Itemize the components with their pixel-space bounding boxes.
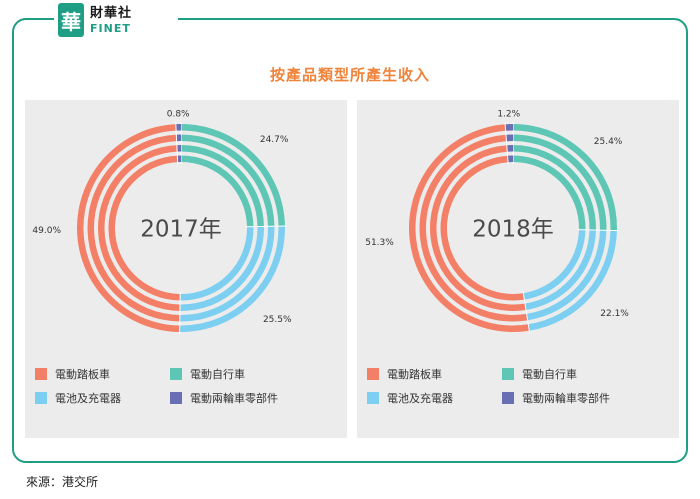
donut-segment-battery [179,226,264,312]
legend-parts: 電動兩輪車零部件 [170,390,278,406]
logo-mark: 華 [58,3,84,37]
value-label-scooter: 51.3% [365,238,394,248]
segment-divider [244,225,287,228]
value-label-bicycle: 25.4% [594,137,623,147]
legend-bicycle: 電動自行車 [502,366,577,382]
donut-segment-parts [507,155,513,163]
value-label-battery: 25.5% [263,315,292,325]
legend-swatch [367,368,379,380]
legend-battery: 電池及充電器 [367,390,453,406]
legend-label: 電動自行車 [190,368,245,381]
donut-segment-battery [523,229,586,300]
segment-divider [576,229,619,232]
donut-segment-bicycle [181,124,285,227]
legend-scooter: 電動踏板車 [35,366,110,382]
legend-label: 電動兩輪車零部件 [190,392,278,405]
donut-segment-bicycle [513,155,586,230]
value-label-parts: 0.8% [167,110,190,120]
value-label-parts: 1.2% [497,110,520,120]
segment-divider [175,122,179,165]
legend-label: 電池及充電器 [387,392,453,405]
legend-label: 電池及充電器 [55,392,121,405]
center-year-label: 2018年 [472,217,554,243]
legend-swatch [367,392,379,404]
donut-segment-parts [176,134,181,142]
donut-segment-bicycle [513,145,596,231]
legend-label: 電動踏板車 [55,368,110,381]
donut-segment-bicycle [181,134,275,227]
value-label-battery: 22.1% [600,309,629,319]
donut-segment-parts [175,124,181,131]
segment-divider [522,291,531,333]
donut-segment-bicycle [181,155,254,227]
legend-label: 電動自行車 [522,368,577,381]
donut-chart-2018: 25.4% 22.1% 51.3% 1.2% 2018年 [365,110,629,333]
legend-swatch [170,392,182,404]
donut-segment-battery [179,226,275,322]
legend-swatch [502,368,514,380]
legend-label: 電動踏板車 [387,368,442,381]
segment-divider [179,291,181,334]
legend-swatch [35,368,47,380]
donut-segment-battery [524,229,596,310]
panel-2018: 25.4% 22.1% 51.3% 1.2% 2018年 電動踏板車 電動自行車 電池及… [357,100,679,438]
donut-segment-parts [506,145,513,152]
legend-bicycle: 電動自行車 [170,366,245,382]
donut-segment-parts [177,155,181,163]
value-label-scooter: 49.0% [32,226,61,236]
value-label-bicycle: 24.7% [260,135,289,145]
donut-segment-battery [526,230,607,321]
legend-parts: 電動兩輪車零部件 [502,390,610,406]
logo-name-zh: 財華社 [90,5,133,21]
center-year-label: 2017年 [140,217,222,243]
legend-swatch [170,368,182,380]
donut-chart-2017: 24.7% 25.5% 49.0% 0.8% 2017年 [32,110,292,334]
legend-scooter: 電動踏板車 [367,366,442,382]
donut-segment-parts [176,145,181,152]
source-note: 來源：港交所 [26,475,99,489]
legend-label: 電動兩輪車零部件 [522,392,610,405]
chart-title: 按產品類型所產生收入 [269,66,430,84]
panel-2017: 24.7% 25.5% 49.0% 0.8% 2017年 電動踏板車 電動自行車 電池及… [25,100,347,438]
legend-swatch [502,392,514,404]
donut-segment-bicycle [181,145,264,227]
logo-name-en: FINET [90,21,131,35]
legend-swatch [35,392,47,404]
donut-segment-battery [180,226,254,301]
donut-segment-parts [505,134,513,142]
legend-battery: 電池及充電器 [35,390,121,406]
donut-segment-parts [505,124,513,131]
donut-segment-bicycle [513,124,617,231]
segment-divider [504,122,509,165]
finet-logo: 華 財華社 FINET [54,2,178,38]
donut-segment-bicycle [513,134,607,231]
donut-segment-battery [528,230,617,331]
